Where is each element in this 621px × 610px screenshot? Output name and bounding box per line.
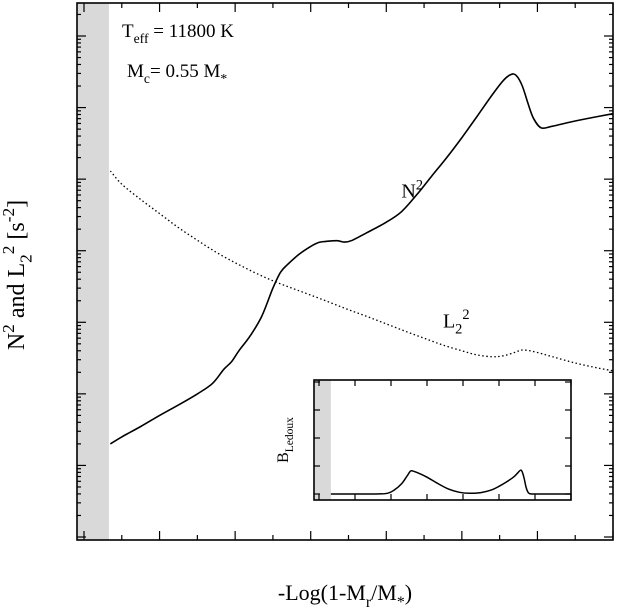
mc-sub: c — [144, 71, 150, 86]
y-label-unit-sup: -2 — [0, 208, 18, 222]
y-label-unit-open: [s — [4, 222, 30, 245]
y-label-b-sub: 2 — [17, 254, 36, 263]
x-label-suffix: ) — [405, 580, 412, 605]
x-axis-label: -Log(1-Mr/M*) — [278, 580, 412, 610]
x-label-mid: /M — [371, 580, 397, 605]
series-label-main: N — [401, 181, 415, 203]
inset-shaded-region — [314, 380, 331, 500]
shaded-region — [77, 3, 109, 540]
teff-main: T — [122, 21, 134, 42]
teff-sub: eff — [134, 31, 149, 46]
l2-squared-label: L22 — [443, 307, 470, 338]
n-squared-label: N2 — [401, 177, 423, 202]
series-label-main: L — [443, 310, 455, 332]
x-label-prefix: -Log(1-M — [278, 580, 366, 605]
b-ledoux-curve — [330, 469, 571, 495]
teff-rest: = 11800 K — [149, 21, 235, 42]
series-label-sup: 2 — [462, 307, 469, 323]
main-frame — [76, 2, 614, 541]
mc-rest: = 0.55 M — [150, 61, 220, 82]
y-axis-label: N2 and L22 [s-2] — [0, 200, 36, 350]
y-label-b-sup: 2 — [0, 246, 18, 255]
mc-annotation: Mc= 0.55 M* — [127, 61, 227, 86]
x-label-sub2: * — [397, 594, 405, 610]
inset-y-label-sub: Ledoux — [284, 417, 296, 452]
y-label-a-sup: 2 — [0, 324, 18, 333]
series-label-sub: 2 — [455, 322, 462, 338]
y-label-unit-close: ] — [4, 200, 30, 208]
n-squared-curve — [109, 73, 614, 445]
inset-frame — [313, 379, 572, 501]
inset-plot: BLedoux — [275, 379, 572, 501]
l2-squared-curve — [109, 170, 614, 372]
x-label-sub1: r — [366, 594, 372, 610]
inset-y-label-main: B — [275, 452, 292, 463]
mc-sub2: * — [220, 71, 227, 86]
teff-annotation: Teff = 11800 K — [122, 21, 234, 46]
inset-background — [314, 380, 571, 500]
y-label-a: N — [4, 333, 30, 350]
series-label-sup: 2 — [416, 177, 423, 193]
mc-main: M — [127, 61, 144, 82]
y-label-mid: and L — [4, 263, 30, 324]
inset-y-axis-label: BLedoux — [275, 417, 296, 463]
